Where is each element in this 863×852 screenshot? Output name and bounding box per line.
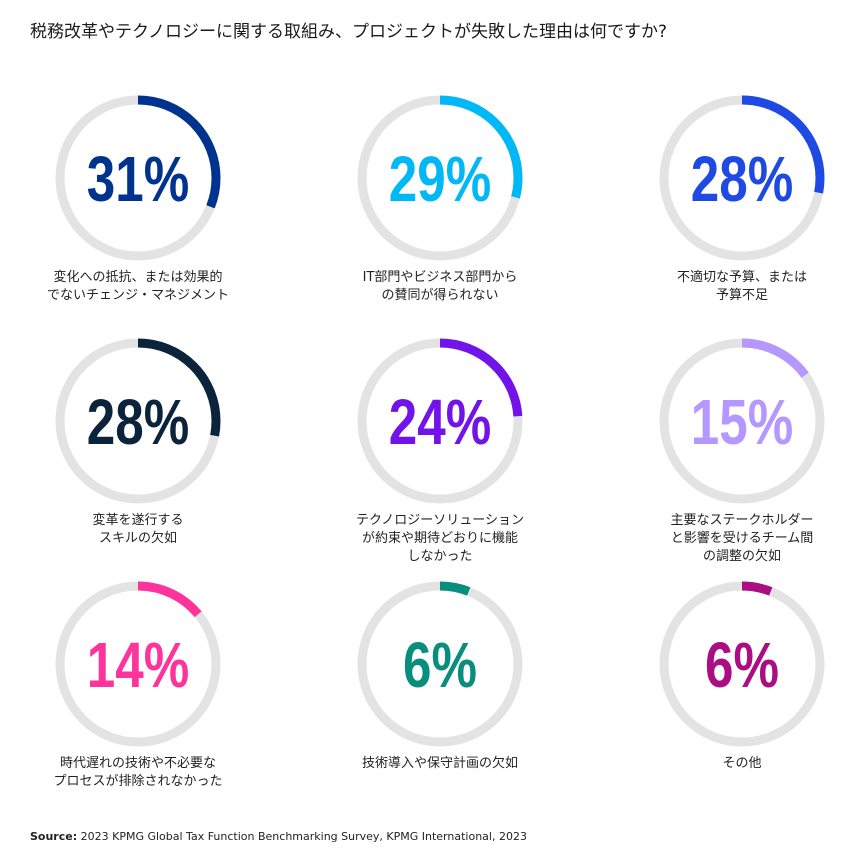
value-label: 15%	[691, 388, 793, 459]
ring-arc	[55, 581, 221, 747]
value-label: 28%	[87, 388, 189, 459]
category-label: IT部門やビジネス部門から の賛同が得られない	[362, 270, 518, 303]
category-label: その他	[722, 756, 762, 771]
category-label: 主要なステークホルダー と影響を受けるチーム間 の調整の欠如	[670, 513, 814, 564]
ring-arc	[357, 95, 523, 261]
chart-title: 税務改革やテクノロジーに関する取組み、プロジェクトが失敗した理由は何ですか?	[30, 22, 668, 42]
value-label: 6%	[705, 631, 779, 702]
value-label: 29%	[389, 145, 491, 216]
ring-arc	[55, 338, 221, 504]
category-label: 技術導入や保守計画の欠如	[361, 756, 518, 771]
ring-arc	[659, 338, 825, 504]
ring-arc	[357, 581, 523, 747]
source-note: Source: 2023 KPMG Global Tax Function Be…	[30, 830, 527, 843]
value-label: 14%	[87, 631, 189, 702]
category-label: 変革を遂行する スキルの欠如	[92, 513, 184, 546]
category-label: 変化への抵抗、または効果的 でないチェンジ・マネジメント	[46, 270, 229, 303]
ring-arc	[659, 95, 825, 261]
value-label: 31%	[87, 145, 189, 216]
value-label: 24%	[389, 388, 491, 459]
source-label: Source:	[30, 830, 78, 843]
source-text: 2023 KPMG Global Tax Function Benchmarki…	[80, 830, 527, 843]
category-label: 時代遅れの技術や不必要な プロセスが排除されなかった	[53, 756, 223, 789]
ring-arc	[357, 338, 523, 504]
value-label: 28%	[691, 145, 793, 216]
value-label: 6%	[403, 631, 477, 702]
ring-arc	[55, 95, 221, 261]
category-label: テクノロジーソリューション が約束や期待どおりに機能 しなかった	[356, 513, 524, 564]
ring-arc	[659, 581, 825, 747]
category-label: 不適切な予算、または 予算不足	[676, 270, 807, 303]
